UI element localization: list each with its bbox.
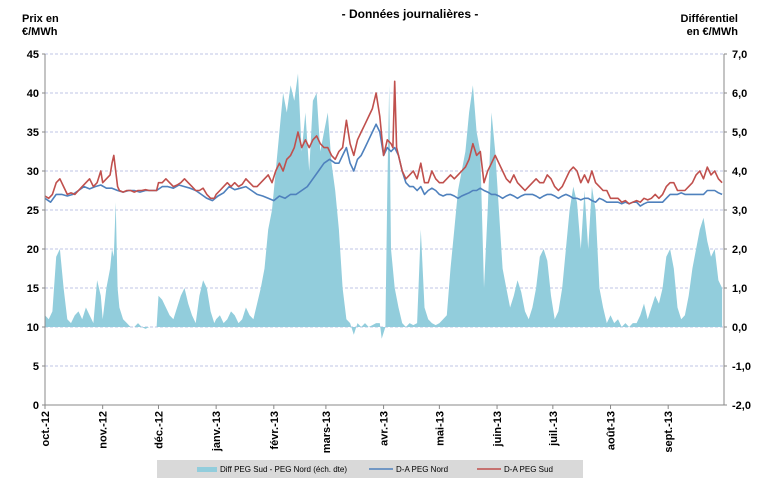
left-tick-label: 30 <box>27 166 39 178</box>
month-label: févr.-13 <box>269 411 281 450</box>
legend-swatch-area <box>197 467 217 472</box>
left-tick-label: 5 <box>33 361 39 373</box>
left-tick-label: 40 <box>27 88 39 100</box>
area-series-layer <box>45 73 723 339</box>
legend-label-area: Diff PEG Sud - PEG Nord (éch. dte) <box>220 465 347 474</box>
month-label: sept.-13 <box>663 411 675 453</box>
month-label: avr.-13 <box>379 411 391 446</box>
right-tick-label: 4,0 <box>732 166 747 178</box>
month-label: oct.-12 <box>40 411 52 446</box>
right-tick-label: 2,0 <box>732 244 747 256</box>
right-tick-label: 5,0 <box>732 127 747 139</box>
left-axis-title-line1: Prix en <box>22 13 59 25</box>
left-tick-label: 10 <box>27 322 39 334</box>
month-label: nov.-12 <box>98 411 110 449</box>
legend-label-nord: D-A PEG Nord <box>396 465 448 474</box>
left-tick-label: 0 <box>33 400 39 412</box>
line-series-layer <box>44 80 723 207</box>
right-axis-title-line1: Différentiel <box>681 13 738 25</box>
month-labels: oct.-12 nov.-12 déc.-12 janv.-13 févr.-13 mar… <box>40 411 675 453</box>
legend-label-sud: D-A PEG Sud <box>504 465 553 474</box>
right-tick-label: 1,0 <box>732 283 747 295</box>
axes <box>42 53 727 409</box>
legend: Diff PEG Sud - PEG Nord (éch. dte) D-A P… <box>157 460 583 478</box>
month-label: juil.-13 <box>548 411 560 447</box>
line-series-sud <box>44 80 723 205</box>
month-label: juin-13 <box>492 411 504 447</box>
left-tick-label: 35 <box>27 127 39 139</box>
right-tick-label: -2,0 <box>732 400 751 412</box>
left-tick-label: 20 <box>27 244 39 256</box>
month-label: mai-13 <box>434 411 446 446</box>
right-tick-label: -1,0 <box>732 361 751 373</box>
month-label: déc.-12 <box>154 411 166 449</box>
right-tick-label: 3,0 <box>732 205 747 217</box>
left-tick-label: 45 <box>27 49 39 61</box>
left-axis-title-line2: €/MWh <box>22 26 58 38</box>
line-series-nord <box>44 123 723 207</box>
right-tick-label: 7,0 <box>732 49 747 61</box>
area-series-diff <box>45 73 723 339</box>
right-tick-label: 0,0 <box>732 322 747 334</box>
left-tick-labels: 0 5 10 15 20 25 30 35 40 45 <box>27 49 39 412</box>
month-label: janv.-13 <box>211 411 223 452</box>
right-axis-title-line2: en €/MWh <box>687 26 739 38</box>
right-tick-labels: -2,0 -1,0 0,0 1,0 2,0 3,0 4,0 5,0 6,0 7,0 <box>732 49 751 412</box>
left-tick-label: 15 <box>27 283 39 295</box>
gridlines <box>45 53 724 367</box>
month-label: mars-13 <box>321 411 333 453</box>
right-tick-label: 6,0 <box>732 88 747 100</box>
chart-title: - Données journalières - <box>342 7 479 21</box>
month-label: août-13 <box>606 411 618 450</box>
left-tick-label: 25 <box>27 205 39 217</box>
